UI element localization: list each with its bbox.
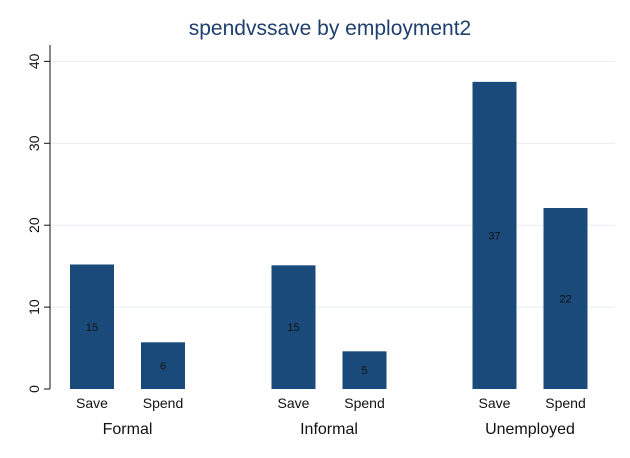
bar-formal-spend <box>141 342 185 389</box>
bar-value-label: 15 <box>287 322 299 334</box>
x-category-label: Save <box>278 395 310 411</box>
bar-formal-save <box>70 264 114 389</box>
y-tick-label: 40 <box>26 53 42 69</box>
x-category-label: Spend <box>143 395 183 411</box>
x-group-label: Unemployed <box>485 421 575 438</box>
bar-unemployed-spend <box>543 207 588 389</box>
gridlines <box>50 60 615 308</box>
bar-value-label: 22 <box>559 293 571 305</box>
bar-unemployed-save <box>472 81 517 389</box>
x-category-label: Save <box>479 395 511 411</box>
y-tick-label: 0 <box>26 385 42 393</box>
y-tick-label: 30 <box>26 135 42 151</box>
x-group-label: Informal <box>300 421 358 438</box>
y-tick-label: 20 <box>26 217 42 233</box>
chart-title: spendvssave by employment2 <box>189 17 472 40</box>
bars <box>70 81 588 389</box>
bar-value-label: 6 <box>160 361 166 373</box>
x-category-label: Spend <box>344 395 384 411</box>
y-tick-label: 10 <box>26 299 42 315</box>
bar-value-label: 5 <box>361 365 367 377</box>
bar-value-label: 37 <box>488 230 500 242</box>
x-category-label: Spend <box>545 395 585 411</box>
bar-value-label: 15 <box>86 322 98 334</box>
bar-value-labels: 15 6 15 5 37 22 <box>86 230 572 377</box>
x-category-label: Save <box>76 395 108 411</box>
y-axis: 0 10 20 30 40 <box>26 45 51 393</box>
x-axis: Save Spend Formal Save Spend Informal Save Spen… <box>76 395 586 438</box>
bar-informal-spend <box>342 351 387 389</box>
x-group-label: Formal <box>103 421 153 438</box>
bar-informal-save <box>271 265 316 389</box>
